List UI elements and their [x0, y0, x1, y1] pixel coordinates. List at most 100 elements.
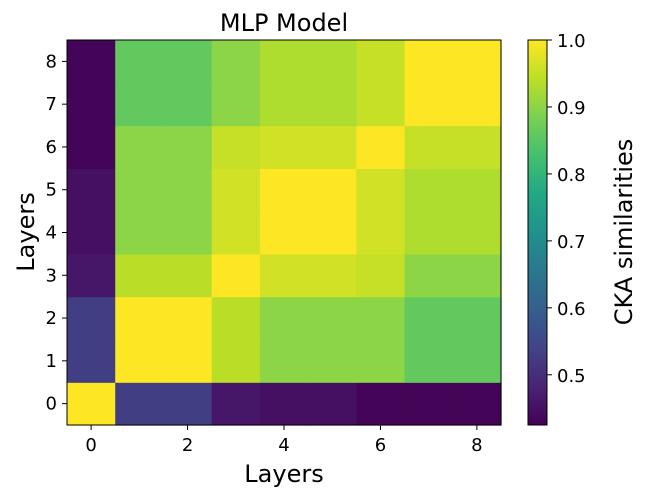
heatmap-cell: [356, 168, 406, 212]
heatmap-cell: [163, 211, 213, 255]
heatmap-cell: [259, 253, 309, 298]
heatmap-cell: [115, 339, 165, 383]
y-tick-label: 8: [46, 51, 57, 72]
heatmap-cell: [356, 125, 406, 169]
heatmap-cell: [452, 296, 502, 341]
heatmap-cell: [308, 82, 357, 127]
colorbar-tick-label: 0.6: [557, 299, 586, 320]
heatmap-cell: [308, 382, 357, 426]
colorbar-ticks: 0.5 0.6 0.7 0.8 0.9 1.0: [547, 31, 586, 387]
heatmap-cells: [67, 40, 502, 426]
heatmap-cell: [163, 168, 213, 212]
heatmap-cell: [404, 253, 454, 298]
heatmap-cell: [211, 253, 261, 298]
heatmap-cell: [67, 382, 116, 426]
y-tick-label: 4: [46, 223, 57, 244]
heatmap-cell: [115, 253, 165, 298]
heatmap-cell: [67, 253, 116, 298]
heatmap-cell: [259, 40, 309, 84]
colorbar-title: CKA similarities: [610, 139, 638, 326]
heatmap-cell: [452, 168, 502, 212]
heatmap-cell: [163, 339, 213, 383]
heatmap-cell: [67, 211, 116, 255]
y-axis-ticks: 0 1 2 3 4 5 6 7 8: [46, 51, 67, 415]
heatmap-cell: [356, 211, 406, 255]
heatmap-cell: [356, 40, 406, 84]
x-tick-label: 8: [471, 435, 482, 456]
heatmap-cell: [308, 211, 357, 255]
heatmap-cell: [404, 382, 454, 426]
colorbar-tick-label: 0.9: [557, 98, 586, 119]
heatmap-cell: [115, 125, 165, 169]
heatmap-cell: [115, 296, 165, 341]
heatmap-cell: [115, 382, 165, 426]
heatmap-cell: [308, 40, 357, 84]
x-tick-label: 4: [278, 435, 289, 456]
x-axis-ticks: 0 2 4 6 8: [85, 425, 483, 456]
heatmap-cell: [211, 40, 261, 84]
heatmap-cell: [404, 168, 454, 212]
heatmap-cell: [404, 211, 454, 255]
heatmap-cell: [452, 40, 502, 84]
y-tick-label: 1: [46, 351, 57, 372]
heatmap-cell: [163, 40, 213, 84]
colorbar-tick-label: 0.5: [557, 366, 586, 387]
heatmap-cell: [308, 339, 357, 383]
heatmap-cell: [163, 125, 213, 169]
heatmap-cell: [211, 339, 261, 383]
y-axis-title: Layers: [12, 192, 40, 271]
y-tick-label: 2: [46, 308, 57, 329]
heatmap-cell: [211, 168, 261, 212]
heatmap-cell: [211, 296, 261, 341]
heatmap-cell: [163, 296, 213, 341]
heatmap-cell: [211, 211, 261, 255]
heatmap-cell: [404, 40, 454, 84]
heatmap-cell: [67, 82, 116, 127]
heatmap-cell: [259, 296, 309, 341]
heatmap-cell: [404, 82, 454, 127]
heatmap-cell: [308, 125, 357, 169]
colorbar: [527, 39, 548, 426]
heatmap-cell: [115, 82, 165, 127]
heatmap-cell: [404, 296, 454, 341]
colorbar-tick-label: 0.8: [557, 165, 586, 186]
heatmap-cell: [67, 168, 116, 212]
heatmap-cell: [452, 82, 502, 127]
heatmap-cell: [356, 82, 406, 127]
y-tick-label: 3: [46, 265, 57, 286]
colorbar-tick-label: 1.0: [557, 31, 586, 52]
heatmap-cell: [163, 253, 213, 298]
x-tick-label: 2: [182, 435, 193, 456]
heatmap-cell: [356, 382, 406, 426]
y-tick-label: 0: [46, 394, 57, 415]
heatmap-cell: [67, 40, 116, 84]
x-tick-label: 6: [375, 435, 386, 456]
heatmap-cell: [404, 125, 454, 169]
heatmap-cell: [259, 382, 309, 426]
heatmap-cell: [115, 211, 165, 255]
heatmap-cell: [452, 125, 502, 169]
heatmap-cell: [67, 339, 116, 383]
heatmap-cell: [452, 382, 502, 426]
y-tick-label: 6: [46, 137, 57, 158]
heatmap-cell: [356, 296, 406, 341]
heatmap-cell: [452, 211, 502, 255]
y-tick-label: 7: [46, 94, 57, 115]
heatmap-cell: [452, 339, 502, 383]
heatmap-cell: [211, 125, 261, 169]
x-tick-label: 0: [85, 435, 96, 456]
heatmap-cell: [115, 40, 165, 84]
heatmap-cell: [67, 125, 116, 169]
heatmap-cell: [404, 339, 454, 383]
y-tick-label: 5: [46, 180, 57, 201]
heatmap-cell: [259, 168, 309, 212]
heatmap-cell: [308, 253, 357, 298]
heatmap-cell: [356, 339, 406, 383]
heatmap-cell: [259, 339, 309, 383]
chart-title: MLP Model: [220, 9, 348, 37]
heatmap-cell: [259, 82, 309, 127]
heatmap-cell: [211, 82, 261, 127]
heatmap-cell: [308, 296, 357, 341]
heatmap-cell: [259, 211, 309, 255]
